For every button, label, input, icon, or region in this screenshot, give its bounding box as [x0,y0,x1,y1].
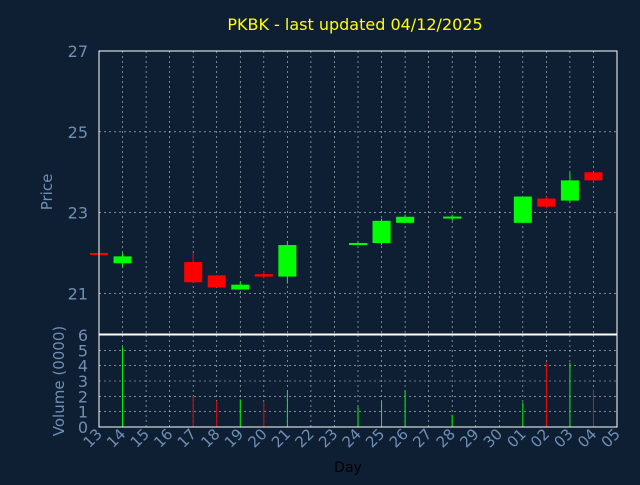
candle-17 [184,253,203,283]
candle-20 [254,271,273,278]
price-tick-label: 27 [68,42,88,61]
candle-body [560,180,579,201]
candle-body [231,284,250,290]
volume-series [122,347,594,427]
candle-body [254,274,273,277]
candle-body [513,196,532,223]
candle-body [184,262,203,283]
candle-body [584,172,603,181]
price-panel-frame [98,50,618,335]
volume-tick-label: 4 [78,357,88,376]
candle-body [372,220,391,244]
price-tick-labels: 21 23 25 27 [68,42,88,304]
volume-tick-label: 1 [78,403,88,422]
candle-body [537,198,556,207]
candle-body [396,216,415,223]
volume-tick-label: 6 [78,326,88,345]
candle-02 [537,196,556,209]
candle-24 [349,241,367,246]
chart-title: PKBK - last updated 04/12/2025 [227,15,482,34]
volume-panel-frame [98,334,618,428]
volume-tick-label: 0 [78,418,88,437]
candle-18 [207,275,226,288]
candle-04 [584,172,603,183]
x-axis-label: Day [334,460,362,476]
candle-14 [113,253,132,268]
candle-body [113,256,132,264]
candle-body [207,275,226,288]
volume-axis-label: Volume (0000) [50,326,68,436]
candle-body [443,216,462,219]
candle-01 [513,196,532,223]
candle-25 [372,218,391,246]
volume-tick-label: 3 [78,372,88,391]
candle-21 [278,241,297,284]
candle-28 [443,214,462,221]
candle-body [349,243,367,246]
price-axis-label: Price [38,174,56,211]
price-tick-label: 25 [68,123,88,142]
volume-tick-label: 5 [78,341,88,360]
price-tick-label: 23 [68,204,88,223]
candle-26 [396,214,415,223]
candle-body [278,245,297,277]
candle-03 [560,173,579,203]
candle-19 [231,282,250,290]
price-tick-label: 21 [68,285,88,304]
candles-series [90,172,603,290]
volume-tick-label: 2 [78,387,88,406]
x-tick-labels: 1314151617181920212223242526272829300102… [80,425,624,451]
